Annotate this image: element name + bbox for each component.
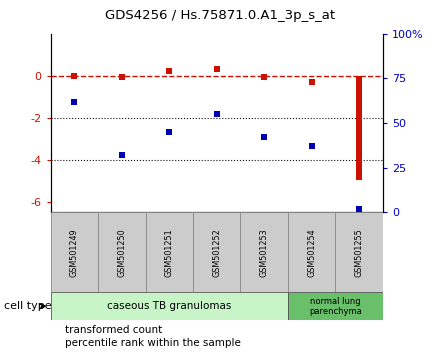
Bar — [193, 212, 240, 292]
Text: transformed count: transformed count — [65, 325, 162, 335]
Text: GSM501254: GSM501254 — [307, 228, 316, 276]
Point — [166, 69, 173, 74]
Text: GSM501252: GSM501252 — [212, 228, 221, 276]
Text: GDS4256 / Hs.75871.0.A1_3p_s_at: GDS4256 / Hs.75871.0.A1_3p_s_at — [105, 9, 335, 22]
Text: normal lung
parenchyma: normal lung parenchyma — [309, 297, 362, 316]
Point — [166, 129, 173, 135]
Point — [356, 174, 363, 179]
Text: GSM501253: GSM501253 — [260, 228, 269, 276]
Point — [213, 67, 220, 72]
Point — [308, 143, 315, 149]
Point — [260, 74, 268, 80]
Text: GSM501255: GSM501255 — [355, 228, 363, 276]
Bar — [146, 212, 193, 292]
Bar — [335, 212, 383, 292]
Bar — [288, 292, 383, 320]
Bar — [240, 212, 288, 292]
Point — [118, 152, 125, 158]
Text: cell type: cell type — [4, 301, 52, 311]
Bar — [51, 292, 288, 320]
Point — [71, 99, 78, 104]
Text: GSM501249: GSM501249 — [70, 228, 79, 276]
Text: percentile rank within the sample: percentile rank within the sample — [65, 338, 241, 348]
Bar — [51, 212, 98, 292]
Text: caseous TB granulomas: caseous TB granulomas — [107, 301, 231, 311]
Point — [71, 73, 78, 79]
Bar — [356, 76, 362, 177]
Point — [356, 206, 363, 212]
Bar — [98, 212, 146, 292]
Point — [118, 74, 125, 80]
Point — [260, 135, 268, 140]
Point — [213, 111, 220, 117]
Text: GSM501251: GSM501251 — [165, 228, 174, 276]
Bar — [288, 212, 335, 292]
Point — [308, 79, 315, 85]
Text: GSM501250: GSM501250 — [117, 228, 126, 276]
